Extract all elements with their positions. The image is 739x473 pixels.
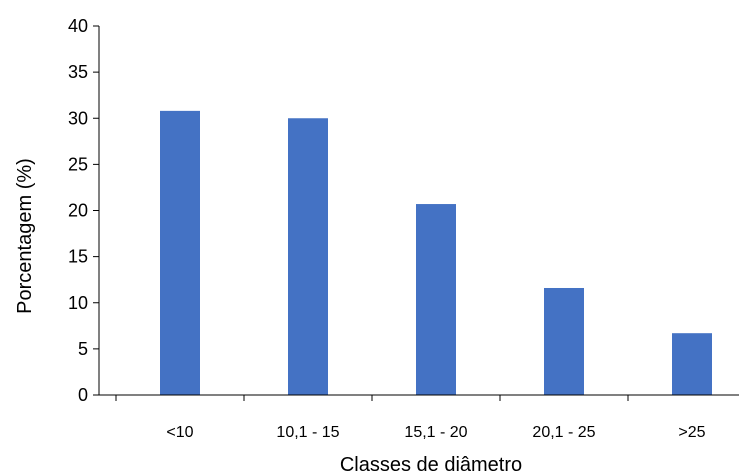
- y-tick-label: 40: [68, 16, 88, 36]
- y-axis-title: Porcentagem (%): [14, 158, 36, 314]
- y-tick-label: 15: [68, 247, 88, 267]
- bars-group: [160, 110, 712, 396]
- x-category-label: 20,1 - 25: [532, 424, 595, 441]
- x-category-label: 15,1 - 20: [404, 424, 467, 441]
- bar: [288, 118, 328, 395]
- y-tick-label: 25: [68, 154, 88, 174]
- x-category-label: 10,1 - 15: [276, 424, 339, 441]
- y-tick-label: 30: [68, 108, 88, 128]
- x-category-label: <10: [166, 424, 193, 441]
- x-category-label: >25: [678, 424, 705, 441]
- bar: [672, 333, 712, 395]
- y-tick-label: 5: [78, 339, 88, 359]
- bar: [544, 287, 584, 395]
- y-ticks-group: 0 5 10 15 20 25 30 35 40: [68, 16, 99, 405]
- y-tick-label: 20: [68, 201, 88, 221]
- x-axis-title: Classes de diâmetro: [340, 454, 522, 473]
- x-ticks-group: <10 10,1 - 15 15,1 - 20 20,1 - 25 >25: [115, 395, 706, 441]
- bar: [416, 204, 456, 395]
- bar: [160, 110, 200, 396]
- y-tick-label: 35: [68, 62, 88, 82]
- y-tick-label: 10: [68, 293, 88, 313]
- y-tick-label: 0: [78, 385, 88, 405]
